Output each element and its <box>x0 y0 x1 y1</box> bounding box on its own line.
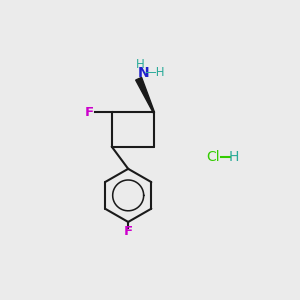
Polygon shape <box>136 77 154 112</box>
Text: F: F <box>85 106 94 119</box>
Text: H: H <box>135 58 144 71</box>
Text: H: H <box>229 150 239 164</box>
Text: N: N <box>137 66 149 80</box>
Text: —H: —H <box>145 67 165 80</box>
Text: Cl: Cl <box>206 150 220 164</box>
Text: F: F <box>124 225 133 238</box>
